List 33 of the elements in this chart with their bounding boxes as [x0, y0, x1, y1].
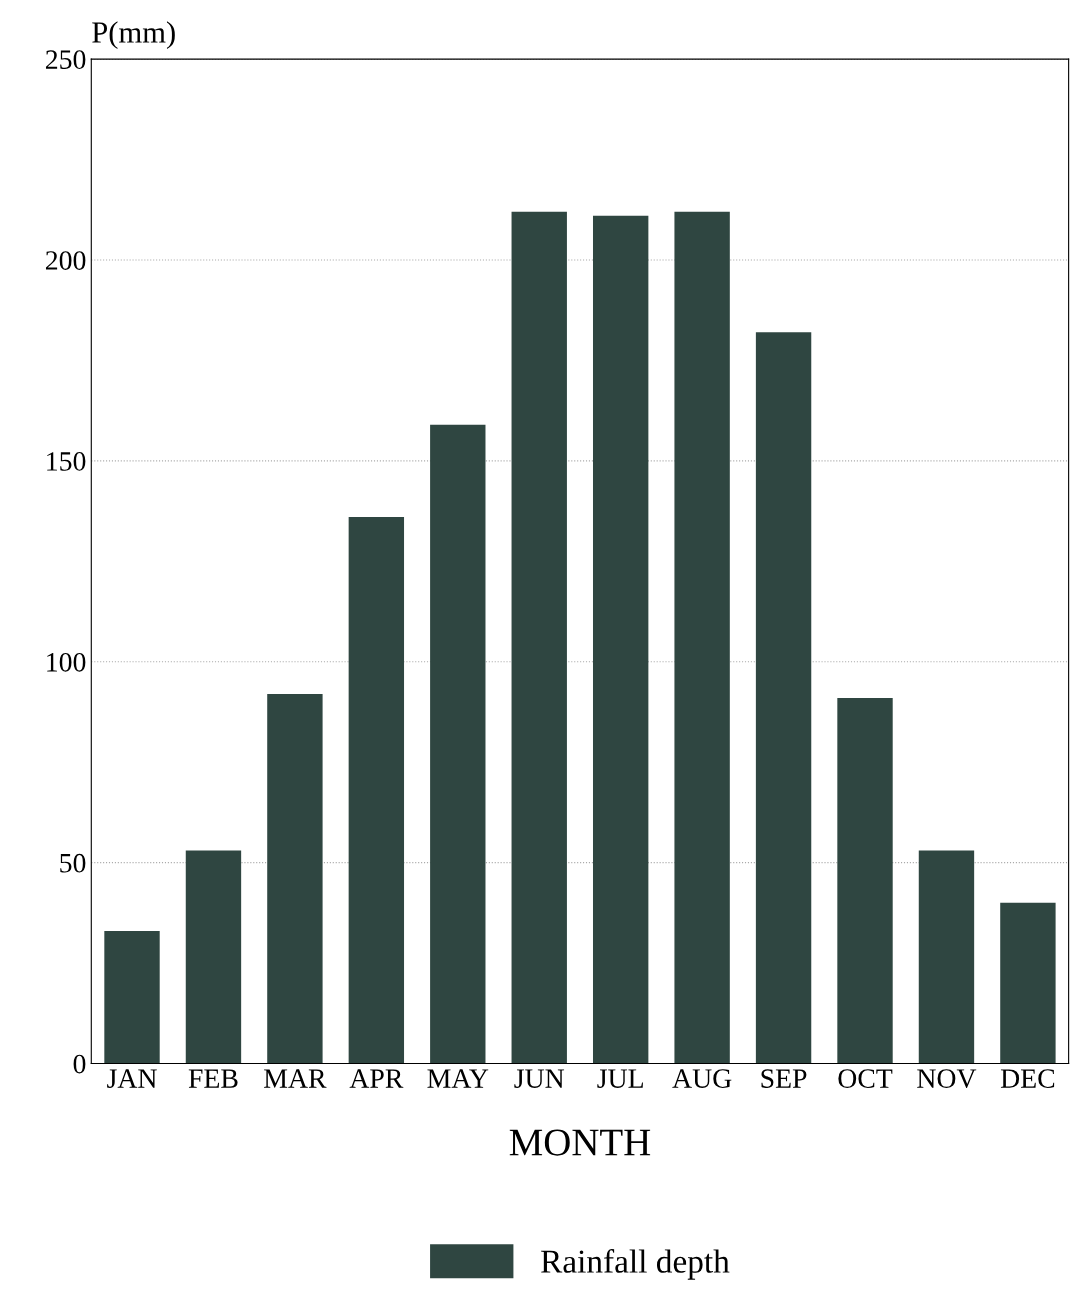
y-tick-label: 0 [73, 1054, 86, 1074]
x-tick-label: APR [349, 1069, 404, 1088]
bar [1000, 902, 1056, 1064]
bar [674, 211, 730, 1064]
x-tick-label: MAR [264, 1069, 327, 1088]
bar [511, 211, 567, 1064]
bar [837, 697, 893, 1064]
bar [755, 332, 812, 1064]
y-tick-label: 200 [45, 251, 86, 270]
x-tick-label: JUN [514, 1069, 565, 1088]
bar [104, 930, 160, 1064]
bar [592, 215, 649, 1064]
x-tick-label: OCT [838, 1069, 893, 1088]
x-tick-label: MAY [427, 1069, 489, 1088]
y-tick-label: 250 [45, 50, 86, 69]
y-axis-title: P(mm) [92, 21, 175, 50]
x-tick-label: NOV [917, 1069, 977, 1089]
x-tick-label: SEP [761, 1069, 807, 1088]
x-tick-label: JAN [107, 1069, 157, 1088]
bar [185, 850, 242, 1064]
x-tick-label: AUG [672, 1069, 732, 1088]
y-tick-label: 50 [60, 853, 86, 873]
x-axis-title: MONTH [509, 1129, 651, 1156]
x-tick-label: JUL [597, 1069, 643, 1088]
y-tick-label: 150 [47, 452, 86, 471]
x-tick-label: FEB [188, 1069, 238, 1088]
x-tick-label: DEC [1000, 1069, 1055, 1088]
bar [918, 850, 975, 1064]
bar [430, 424, 486, 1064]
bar [267, 693, 323, 1064]
y-tick-label: 100 [47, 652, 86, 672]
bar [348, 517, 405, 1064]
legend-label: Rainfall depth [541, 1249, 730, 1280]
